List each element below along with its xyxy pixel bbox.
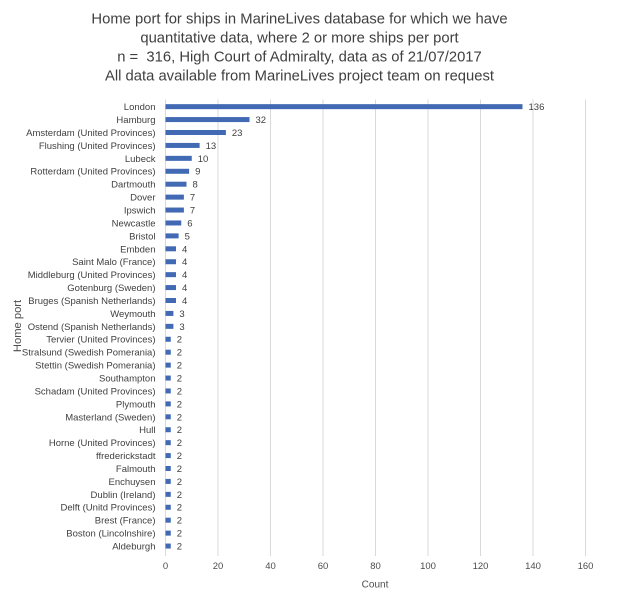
svg-text:Hull: Hull — [139, 425, 155, 436]
svg-text:40: 40 — [265, 561, 276, 572]
svg-text:Stralsund (Swedish Pomerania): Stralsund (Swedish Pomerania) — [22, 348, 156, 359]
svg-text:2: 2 — [177, 348, 182, 359]
svg-text:Rotterdam (United Provinces): Rotterdam (United Provinces) — [30, 167, 155, 178]
svg-text:4: 4 — [182, 244, 187, 255]
svg-text:2: 2 — [177, 361, 182, 372]
svg-text:2: 2 — [177, 542, 182, 553]
svg-text:13: 13 — [206, 141, 217, 152]
svg-text:2: 2 — [177, 529, 182, 540]
svg-text:4: 4 — [182, 270, 187, 281]
svg-text:n = 316, High Court of Admira: n = 316, High Court of Admiralty, data a… — [117, 49, 482, 65]
svg-text:0: 0 — [163, 561, 168, 572]
svg-text:20: 20 — [213, 561, 224, 572]
svg-text:Aldeburgh: Aldeburgh — [112, 542, 155, 553]
svg-text:Amsterdam (United Provinces): Amsterdam (United Provinces) — [26, 128, 155, 139]
svg-text:Middleburg (United Provinces): Middleburg (United Provinces) — [28, 270, 156, 281]
svg-text:Bristol: Bristol — [129, 231, 155, 242]
svg-text:Dartmouth: Dartmouth — [111, 180, 155, 191]
svg-text:Newcastle: Newcastle — [112, 218, 156, 229]
svg-text:7: 7 — [190, 193, 195, 204]
svg-text:2: 2 — [177, 503, 182, 514]
svg-text:32: 32 — [256, 115, 267, 126]
svg-text:3: 3 — [179, 322, 184, 333]
svg-text:Dublin (Ireland): Dublin (Ireland) — [91, 490, 156, 501]
svg-text:Dover: Dover — [130, 193, 155, 204]
svg-text:Brest (France): Brest (France) — [95, 516, 156, 527]
svg-text:Gotenburg (Sweden): Gotenburg (Sweden) — [67, 283, 155, 294]
svg-text:3: 3 — [179, 309, 184, 320]
svg-text:Lubeck: Lubeck — [125, 154, 156, 165]
svg-text:2: 2 — [177, 477, 182, 488]
svg-text:Count: Count — [362, 580, 389, 591]
svg-text:2: 2 — [177, 335, 182, 346]
svg-text:Tervier (United Provinces): Tervier (United Provinces) — [46, 335, 155, 346]
svg-text:100: 100 — [420, 561, 436, 572]
svg-text:2: 2 — [177, 386, 182, 397]
svg-text:Saint Malo (France): Saint Malo (France) — [72, 257, 155, 268]
svg-text:Weymouth: Weymouth — [110, 309, 155, 320]
svg-text:Embden: Embden — [120, 244, 155, 255]
svg-text:ffrederickstadt: ffrederickstadt — [96, 451, 156, 462]
svg-text:140: 140 — [525, 561, 541, 572]
svg-text:Masterland (Sweden): Masterland (Sweden) — [65, 412, 155, 423]
svg-text:Stettin (Swedish Pomerania): Stettin (Swedish Pomerania) — [35, 361, 155, 372]
svg-text:Schadam (United Provinces): Schadam (United Provinces) — [35, 386, 156, 397]
svg-text:10: 10 — [198, 154, 209, 165]
svg-text:Horne (United Provinces): Horne (United Provinces) — [49, 438, 156, 449]
svg-text:2: 2 — [177, 464, 182, 475]
svg-text:London: London — [124, 102, 156, 113]
svg-text:80: 80 — [370, 561, 381, 572]
svg-text:4: 4 — [182, 296, 187, 307]
svg-text:2: 2 — [177, 399, 182, 410]
svg-text:2: 2 — [177, 412, 182, 423]
svg-text:Enchuysen: Enchuysen — [108, 477, 155, 488]
svg-text:quantitative data, where 2 or: quantitative data, where 2 or more ships… — [140, 30, 458, 46]
svg-text:2: 2 — [177, 516, 182, 527]
svg-text:7: 7 — [190, 206, 195, 217]
svg-text:Delft (Unitd Provinces): Delft (Unitd Provinces) — [60, 503, 155, 514]
svg-text:136: 136 — [529, 102, 545, 113]
svg-text:60: 60 — [318, 561, 329, 572]
svg-text:Boston (Lincolnshire): Boston (Lincolnshire) — [66, 529, 155, 540]
svg-text:2: 2 — [177, 425, 182, 436]
svg-text:120: 120 — [473, 561, 489, 572]
svg-text:160: 160 — [578, 561, 594, 572]
svg-text:2: 2 — [177, 438, 182, 449]
svg-text:5: 5 — [185, 231, 190, 242]
svg-text:Home port: Home port — [12, 299, 24, 352]
svg-text:2: 2 — [177, 374, 182, 385]
svg-text:4: 4 — [182, 257, 187, 268]
svg-text:8: 8 — [193, 180, 198, 191]
svg-text:Bruges (Spanish Netherlands): Bruges (Spanish Netherlands) — [28, 296, 155, 307]
svg-text:Southampton: Southampton — [99, 374, 156, 385]
svg-text:Ostend (Spanish Netherlands): Ostend (Spanish Netherlands) — [28, 322, 156, 333]
svg-text:Ipswich: Ipswich — [124, 206, 156, 217]
svg-text:6: 6 — [187, 218, 192, 229]
svg-text:4: 4 — [182, 283, 187, 294]
svg-text:Falmouth: Falmouth — [116, 464, 156, 475]
svg-text:Home port for ships in MarineL: Home port for ships in MarineLives datab… — [91, 11, 507, 27]
svg-text:2: 2 — [177, 490, 182, 501]
svg-text:Hamburg: Hamburg — [116, 115, 155, 126]
svg-text:23: 23 — [232, 128, 243, 139]
svg-text:Flushing (United Provinces): Flushing (United Provinces) — [39, 141, 156, 152]
svg-text:Plymouth: Plymouth — [116, 399, 156, 410]
svg-text:All data available from Marine: All data available from MarineLives proj… — [105, 68, 494, 84]
svg-text:9: 9 — [195, 167, 200, 178]
svg-text:2: 2 — [177, 451, 182, 462]
